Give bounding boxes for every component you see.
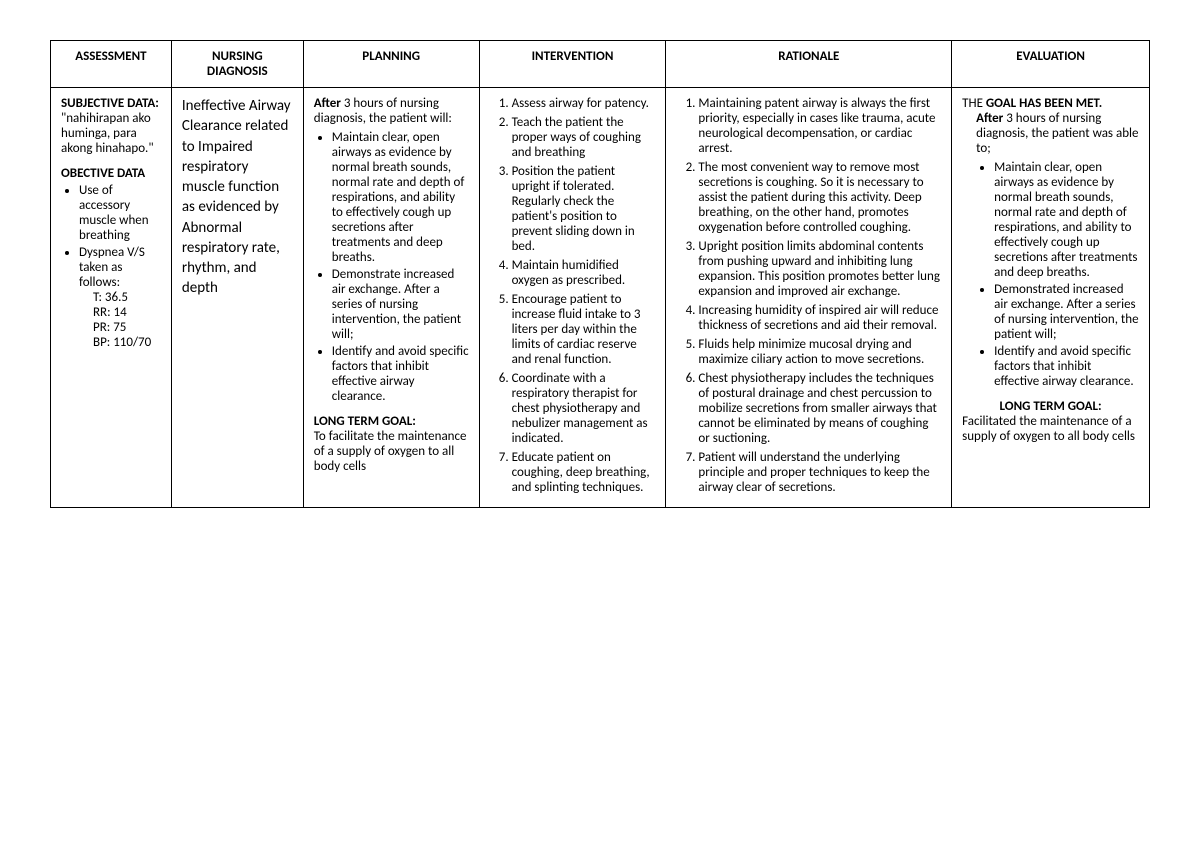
planning-after: After: [314, 96, 341, 111]
evaluation-met: THE GOAL HAS BEEN MET.: [962, 96, 1139, 111]
list-item: Patient will understand the underlying p…: [698, 450, 941, 495]
list-item: Increasing humidity of inspired air will…: [698, 303, 941, 333]
evaluation-intro: After 3 hours of nursing diagnosis, the …: [976, 111, 1139, 156]
planning-ltg-text: To facilitate the maintenance of a suppl…: [314, 429, 469, 474]
dyspnea-text: Dyspnea V/S taken as follows:: [79, 245, 145, 290]
list-item: Use of accessory muscle when breathing: [79, 183, 161, 243]
header-assessment: ASSESSMENT: [51, 41, 172, 88]
list-item: Identify and avoid specific factors that…: [994, 344, 1139, 389]
list-item: Fluids help minimize mucosal drying and …: [698, 337, 941, 367]
subjective-quote: "nahihirapan ako huminga, para akong hin…: [61, 111, 161, 156]
table-body-row: SUBJECTIVE DATA: "nahihirapan ako huming…: [51, 88, 1150, 508]
list-item: Teach the patient the proper ways of cou…: [512, 115, 656, 160]
vs-bp: BP: 110/70: [93, 335, 161, 350]
list-item: Maintaining patent airway is always the …: [698, 96, 941, 156]
header-evaluation: EVALUATION: [952, 41, 1150, 88]
list-item: Demonstrate increased air exchange. Afte…: [332, 267, 469, 342]
cell-assessment: SUBJECTIVE DATA: "nahihirapan ako huming…: [51, 88, 172, 508]
list-item: Dyspnea V/S taken as follows: T: 36.5 RR…: [79, 245, 161, 350]
list-item: Encourage patient to increase fluid inta…: [512, 292, 656, 367]
list-item: Maintain clear, open airways as evidence…: [332, 130, 469, 265]
objective-label: OBECTIVE DATA: [61, 166, 161, 181]
objective-list: Use of accessory muscle when breathing D…: [61, 183, 161, 350]
planning-list: Maintain clear, open airways as evidence…: [314, 130, 469, 404]
list-item: Maintain humidified oxygen as prescribed…: [512, 258, 656, 288]
header-rationale: RATIONALE: [666, 41, 952, 88]
list-item: Assess airway for patency.: [512, 96, 656, 111]
vs-t: T: 36.5: [93, 290, 161, 305]
vs-rr: RR: 14: [93, 305, 161, 320]
nursing-care-plan-table: ASSESSMENT NURSING DIAGNOSIS PLANNING IN…: [50, 40, 1150, 508]
list-item: Maintain clear, open airways as evidence…: [994, 160, 1139, 280]
vs-pr: PR: 75: [93, 320, 161, 335]
evaluation-ltg-label: LONG TERM GOAL:: [962, 399, 1139, 414]
evaluation-ltg-text: Facilitated the maintenance of a supply …: [962, 414, 1139, 444]
table-header-row: ASSESSMENT NURSING DIAGNOSIS PLANNING IN…: [51, 41, 1150, 88]
cell-intervention: Assess airway for patency. Teach the pat…: [479, 88, 666, 508]
planning-intro: After 3 hours of nursing diagnosis, the …: [314, 96, 469, 126]
header-intervention: INTERVENTION: [479, 41, 666, 88]
diagnosis-text: Ineffective Airway Clearance related to …: [182, 96, 293, 299]
header-diagnosis: NURSING DIAGNOSIS: [171, 41, 303, 88]
cell-planning: After 3 hours of nursing diagnosis, the …: [303, 88, 479, 508]
list-item: Position the patient upright if tolerate…: [512, 164, 656, 254]
evaluation-list: Maintain clear, open airways as evidence…: [976, 160, 1139, 389]
list-item: The most convenient way to remove most s…: [698, 160, 941, 235]
planning-ltg-label: LONG TERM GOAL:: [314, 414, 469, 429]
list-item: Chest physiotherapy includes the techniq…: [698, 371, 941, 446]
subjective-label: SUBJECTIVE DATA:: [61, 96, 161, 111]
list-item: Upright position limits abdominal conten…: [698, 239, 941, 299]
cell-diagnosis: Ineffective Airway Clearance related to …: [171, 88, 303, 508]
list-item: Coordinate with a respiratory therapist …: [512, 371, 656, 446]
cell-rationale: Maintaining patent airway is always the …: [666, 88, 952, 508]
intervention-list: Assess airway for patency. Teach the pat…: [490, 96, 656, 495]
list-item: Identify and avoid specific factors that…: [332, 344, 469, 404]
cell-evaluation: THE GOAL HAS BEEN MET. After 3 hours of …: [952, 88, 1150, 508]
list-item: Educate patient on coughing, deep breath…: [512, 450, 656, 495]
rationale-list: Maintaining patent airway is always the …: [676, 96, 941, 495]
header-planning: PLANNING: [303, 41, 479, 88]
list-item: Demonstrated increased air exchange. Aft…: [994, 282, 1139, 342]
